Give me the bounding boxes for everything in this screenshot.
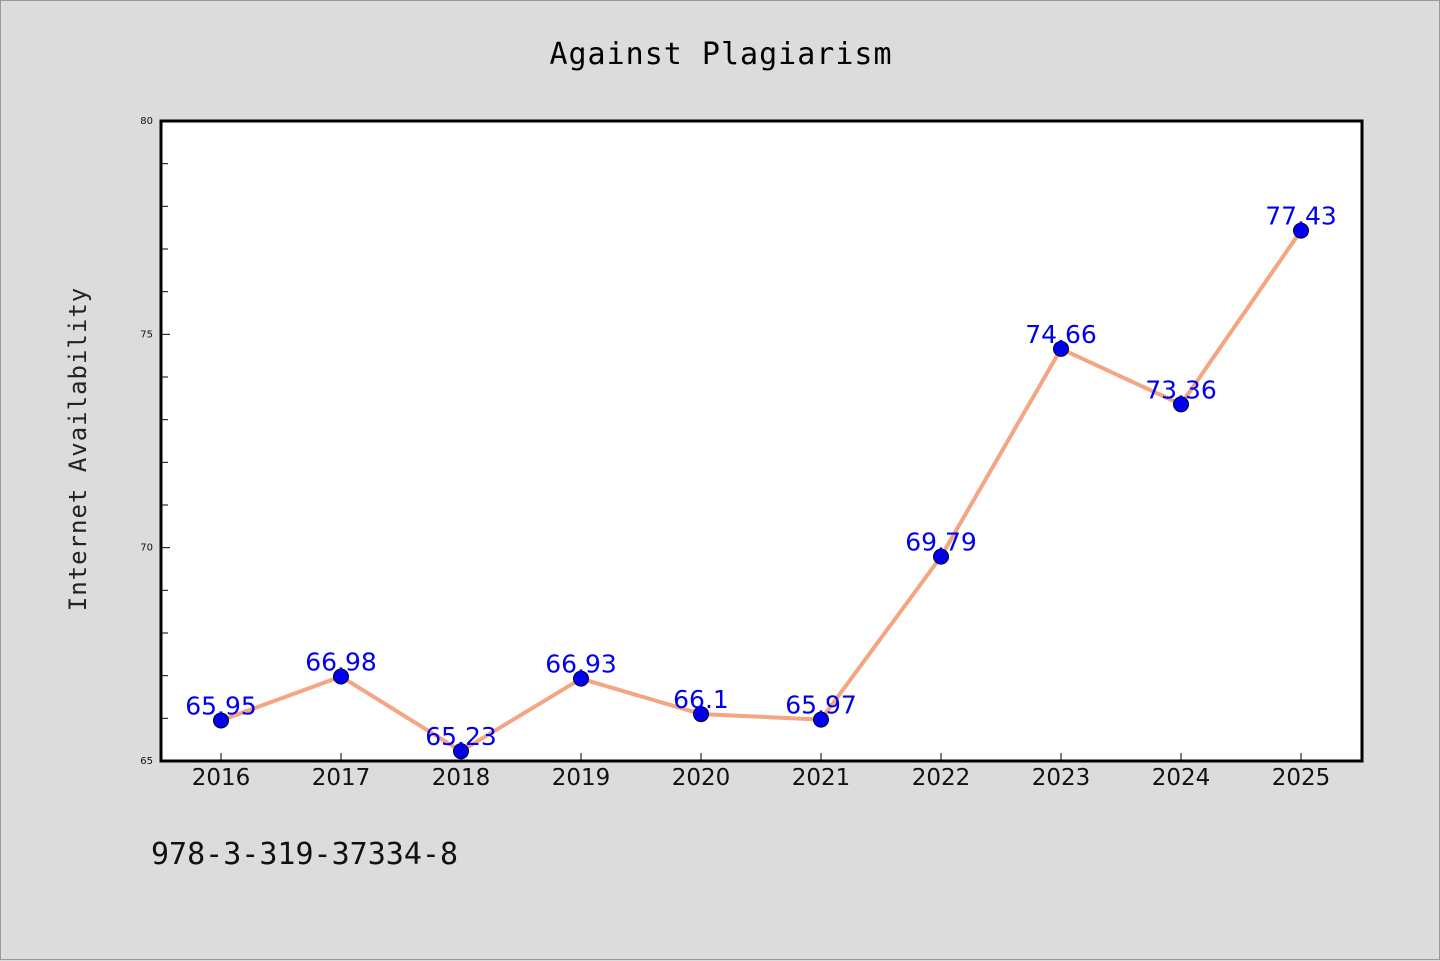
x-tick-label: 2021 <box>792 765 851 791</box>
data-label: 65.95 <box>185 691 257 720</box>
data-label: 74.66 <box>1025 320 1097 349</box>
x-tick-label: 2020 <box>672 765 731 791</box>
x-tick-label: 2019 <box>552 765 611 791</box>
data-point-marker <box>813 711 829 728</box>
data-point-marker <box>1053 340 1069 357</box>
data-point-marker <box>693 706 709 723</box>
x-axis: 2016 2017 2018 2019 2020 2021 2022 2023 2024 2025 <box>192 753 1331 791</box>
data-point-marker <box>573 670 589 687</box>
x-tick-label: 2025 <box>1272 765 1331 791</box>
x-tick-label: 2017 <box>312 765 371 791</box>
y-axis-label: Internet Availability <box>64 287 92 611</box>
data-label: 73.36 <box>1145 375 1217 404</box>
y-tick-label: 80 <box>140 116 153 127</box>
y-tick-label: 75 <box>140 329 153 340</box>
series-line <box>220 229 1303 754</box>
data-point-marker <box>213 712 229 729</box>
y-tick-label: 70 <box>140 543 153 554</box>
data-label: 65.97 <box>785 691 857 720</box>
data-label: 65.23 <box>425 722 497 751</box>
x-tick-label: 2022 <box>912 765 971 791</box>
x-tick-label: 2018 <box>432 765 491 791</box>
data-point-marker <box>1173 396 1189 413</box>
x-tick-label: 2023 <box>1032 765 1091 791</box>
footer-code: 978-3-319-37334-8 <box>151 837 458 872</box>
data-point-marker <box>333 668 349 685</box>
data-label: 66.1 <box>673 685 729 714</box>
x-tick-label: 2016 <box>192 765 251 791</box>
chart-title: Against Plagiarism <box>549 37 892 72</box>
data-label: 69.79 <box>905 528 977 557</box>
data-label: 66.93 <box>545 650 617 679</box>
data-point-marker <box>1293 222 1309 239</box>
data-points <box>213 222 1309 760</box>
data-label: 66.98 <box>305 648 377 677</box>
plot-frame <box>159 119 1364 763</box>
y-tick-label: 65 <box>140 756 153 767</box>
plot-area <box>161 121 1362 761</box>
x-tick-label: 2024 <box>1152 765 1211 791</box>
data-point-marker <box>453 743 469 760</box>
data-labels: 65.95 66.98 65.23 66.93 66.1 65.97 69.79 74.66 7… <box>185 202 1337 752</box>
data-label: 77.43 <box>1265 202 1337 231</box>
data-point-marker <box>933 548 949 565</box>
